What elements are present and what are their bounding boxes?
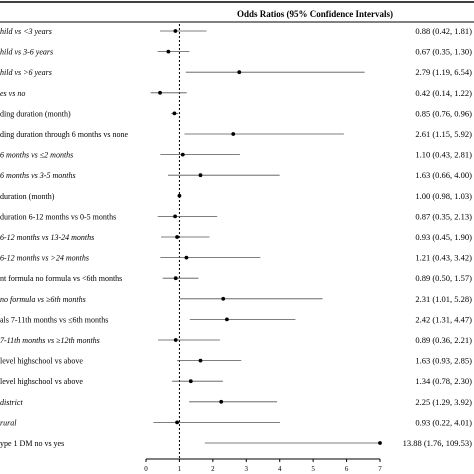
point-estimate [173,338,178,342]
point-estimate [173,276,178,281]
ci-value: 0.89 (0.50, 1.57) [415,273,472,283]
ci-value: 1.00 (0.98, 1.03) [415,191,472,201]
x-tick-label: 0 [144,465,148,473]
ci-value: 0.87 (0.35, 2.13) [415,211,472,221]
row-label: level highschool vs above [0,377,83,386]
point-estimate [180,152,185,157]
point-estimate [158,90,162,95]
row-label: hild vs 3-6 years [0,48,53,57]
row-label: 7-11th months vs ≥12th months [0,336,100,345]
ci-value: 2.79 (1.19, 6.54) [415,67,472,77]
row-label: district [0,398,23,407]
row-label: 6-12 months vs >24 months [0,254,89,263]
ci-value: 2.25 (1.29, 3.92) [415,397,472,407]
x-tick-label: 6 [345,465,349,473]
row-label: nt formula no formula vs <6th months [0,274,122,283]
x-tick-label: 7 [378,465,382,473]
point-estimate [175,420,179,425]
ci-value: 2.42 (1.31, 4.47) [415,314,472,324]
x-tick-label: 1 [178,465,182,473]
row-label: duration (month) [0,192,55,201]
row-label: ding duration through 6 months vs none [0,130,128,139]
point-estimate [166,49,171,54]
ci-value: 0.93 (0.22, 4.01) [415,417,472,427]
ci-value: 2.31 (1.01, 5.28) [415,294,472,304]
point-estimate [173,214,177,219]
row-label: ype 1 DM no vs yes [0,439,64,448]
point-estimate [184,255,189,260]
ci-value: 0.85 (0.76, 0.96) [415,108,472,118]
x-tick-label: 2 [211,465,215,473]
x-axis: 0 1 2 3 4 5 6 7 [144,458,382,473]
point-estimate [175,235,179,239]
point-estimate [221,296,226,301]
point-estimate [219,399,224,404]
point-estimate [237,70,242,75]
ci-value: 0.67 (0.35, 1.30) [415,47,472,57]
ci-value: 1.63 (0.93, 2.85) [415,356,472,366]
point-estimate [378,441,382,445]
x-tick-label: 3 [245,465,249,473]
x-tick-label: 4 [278,465,282,473]
row-label: hild vs >6 years [0,68,52,77]
ci-value: 1.34 (0.78, 2.30) [415,376,472,386]
row-label: rural [0,418,17,427]
point-estimate [198,358,203,363]
row-label: 6 months vs 3-5 months [0,171,76,180]
column-header: Odds Ratios (95% Confidence Intervals) [237,9,393,19]
row-label: duration 6-12 months vs 0-5 months [0,212,116,221]
row-label: level highschool vs above [0,357,83,366]
point-estimate [224,317,229,322]
row-label: 6-12 months vs 13-24 months [0,233,94,242]
ci-value: 1.63 (0.66, 4.00) [415,170,472,180]
x-tick-label: 5 [311,465,315,473]
ci-value: 0.88 (0.42, 1.81) [415,26,472,36]
row-label: ding duration (month) [0,109,71,118]
point-estimate [172,111,177,116]
point-estimate [177,193,182,198]
ci-value: 1.10 (0.43, 2.81) [415,150,472,160]
ci-value: 0.42 (0.14, 1.22) [415,88,472,98]
row-label: es vs no [0,89,25,98]
point-estimate [231,132,236,136]
row-label: als 7-11th months vs ≤6th months [0,315,108,324]
ci-value: 1.21 (0.43, 3.42) [415,253,472,263]
rows-group: hild vs <3 years 0.88 (0.42, 1.81) hild vs… [0,24,472,459]
point-estimate [188,379,193,384]
ci-value: 0.89 (0.36, 2.21) [415,335,472,345]
ci-value: 13.88 (1.76, 109.53) [403,438,473,448]
point-estimate [198,173,203,178]
row-label: 6 months vs ≤2 months [0,151,73,160]
row-label: hild vs <3 years [0,27,52,36]
ci-value: 0.93 (0.45, 1.90) [415,232,472,242]
point-estimate [173,29,178,33]
ci-value: 2.61 (1.15, 5.92) [415,129,472,139]
row-label: no formula vs ≥6th months [0,295,86,304]
